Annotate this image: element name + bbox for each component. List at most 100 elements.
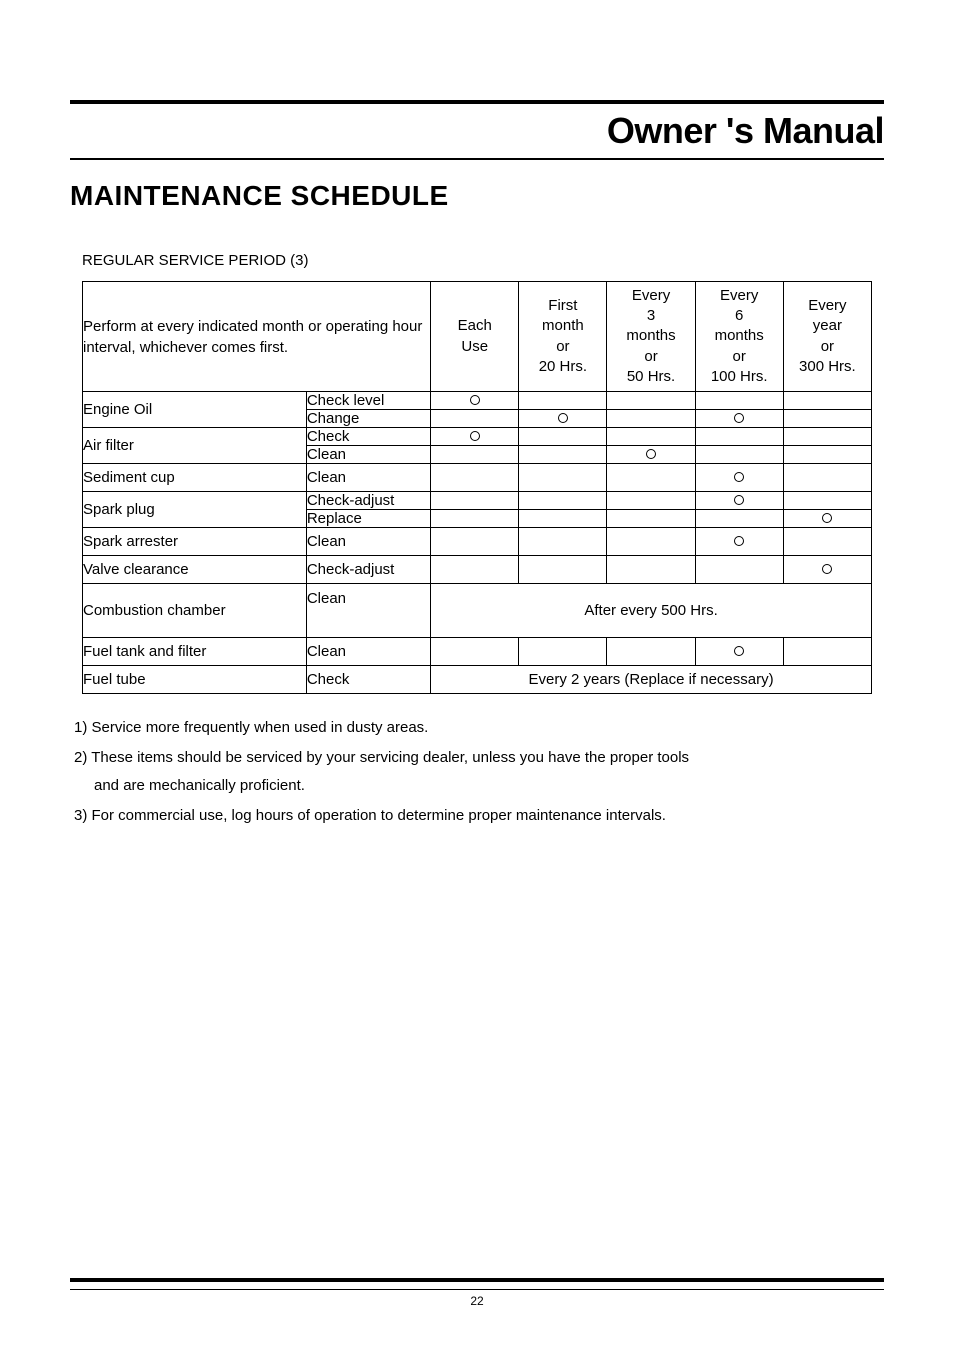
circle-mark bbox=[470, 395, 480, 405]
mark-cell bbox=[783, 528, 871, 556]
note-2b: and are mechanically proficient. bbox=[74, 774, 884, 798]
item-fuel-tube: Fuel tube bbox=[83, 666, 307, 694]
item-fuel-tank-filter: Fuel tank and filter bbox=[83, 638, 307, 666]
mark-cell bbox=[431, 392, 519, 410]
table-row: Spark arrester Clean bbox=[83, 528, 872, 556]
col-first-month: Firstmonthor20 Hrs. bbox=[519, 282, 607, 392]
action-cell: Replace bbox=[306, 510, 430, 528]
mark-cell bbox=[607, 492, 695, 510]
mark-cell bbox=[607, 446, 695, 464]
circle-mark bbox=[734, 495, 744, 505]
mark-cell bbox=[607, 464, 695, 492]
mark-cell bbox=[783, 410, 871, 428]
table-row: Engine Oil Check level bbox=[83, 392, 872, 410]
item-valve-clearance: Valve clearance bbox=[83, 556, 307, 584]
mark-cell bbox=[695, 428, 783, 446]
footer-rule-thick bbox=[70, 1278, 884, 1282]
table-row: Spark plug Check-adjust bbox=[83, 492, 872, 510]
mark-cell bbox=[695, 446, 783, 464]
mark-cell bbox=[783, 510, 871, 528]
manual-title-bar: Owner 's Manual bbox=[70, 100, 884, 160]
mark-cell bbox=[607, 528, 695, 556]
note-1: 1) Service more frequently when used in … bbox=[74, 716, 884, 740]
circle-mark bbox=[822, 513, 832, 523]
table-row: Air filter Check bbox=[83, 428, 872, 446]
mark-cell bbox=[519, 638, 607, 666]
mark-cell bbox=[431, 556, 519, 584]
fuel-tube-note: Every 2 years (Replace if necessary) bbox=[431, 666, 872, 694]
action-cell: Check-adjust bbox=[306, 556, 430, 584]
mark-cell bbox=[431, 410, 519, 428]
notes-block: 1) Service more frequently when used in … bbox=[74, 716, 884, 828]
section-heading: MAINTENANCE SCHEDULE bbox=[70, 180, 884, 212]
mark-cell bbox=[519, 528, 607, 556]
mark-cell bbox=[783, 446, 871, 464]
item-air-filter: Air filter bbox=[83, 428, 307, 464]
mark-cell bbox=[607, 392, 695, 410]
mark-cell bbox=[519, 556, 607, 584]
action-cell: Clean bbox=[306, 464, 430, 492]
action-cell: Clean bbox=[306, 528, 430, 556]
mark-cell bbox=[431, 528, 519, 556]
mark-cell bbox=[695, 410, 783, 428]
mark-cell bbox=[607, 510, 695, 528]
manual-title: Owner 's Manual bbox=[607, 110, 884, 151]
item-sediment-cup: Sediment cup bbox=[83, 464, 307, 492]
mark-cell bbox=[607, 638, 695, 666]
table-row: Valve clearance Check-adjust bbox=[83, 556, 872, 584]
mark-cell bbox=[519, 392, 607, 410]
action-cell: Check bbox=[306, 666, 430, 694]
mark-cell bbox=[519, 492, 607, 510]
mark-cell bbox=[783, 464, 871, 492]
col-every-year: Everyyearor300 Hrs. bbox=[783, 282, 871, 392]
mark-cell bbox=[431, 510, 519, 528]
mark-cell bbox=[783, 556, 871, 584]
circle-mark bbox=[470, 431, 480, 441]
mark-cell bbox=[695, 464, 783, 492]
item-engine-oil: Engine Oil bbox=[83, 392, 307, 428]
mark-cell bbox=[783, 638, 871, 666]
table-row: Fuel tube Check Every 2 years (Replace i… bbox=[83, 666, 872, 694]
mark-cell bbox=[431, 492, 519, 510]
table-row: Fuel tank and filter Clean bbox=[83, 638, 872, 666]
combustion-note: After every 500 Hrs. bbox=[431, 584, 872, 638]
circle-mark bbox=[822, 564, 832, 574]
mark-cell bbox=[431, 428, 519, 446]
mark-cell bbox=[519, 510, 607, 528]
action-cell: Clean bbox=[306, 638, 430, 666]
mark-cell bbox=[431, 638, 519, 666]
mark-cell bbox=[607, 556, 695, 584]
mark-cell bbox=[431, 446, 519, 464]
circle-mark bbox=[734, 646, 744, 656]
mark-cell bbox=[695, 392, 783, 410]
note-2a: 2) These items should be serviced by you… bbox=[74, 746, 884, 770]
action-cell: Check level bbox=[306, 392, 430, 410]
regular-service-label: REGULAR SERVICE PERIOD (3) bbox=[82, 252, 884, 269]
mark-cell bbox=[431, 464, 519, 492]
mark-cell bbox=[519, 428, 607, 446]
mark-cell bbox=[783, 392, 871, 410]
mark-cell bbox=[607, 428, 695, 446]
mark-cell bbox=[783, 492, 871, 510]
mark-cell bbox=[783, 428, 871, 446]
mark-cell bbox=[519, 446, 607, 464]
table-row: Combustion chamber Clean After every 500… bbox=[83, 584, 872, 638]
circle-mark bbox=[558, 413, 568, 423]
item-spark-plug: Spark plug bbox=[83, 492, 307, 528]
table-row: Sediment cup Clean bbox=[83, 464, 872, 492]
mark-cell bbox=[519, 410, 607, 428]
action-cell: Clean bbox=[306, 446, 430, 464]
col-every-6: Every6monthsor100 Hrs. bbox=[695, 282, 783, 392]
item-spark-arrester: Spark arrester bbox=[83, 528, 307, 556]
mark-cell bbox=[695, 510, 783, 528]
circle-mark bbox=[734, 472, 744, 482]
col-each-use: EachUse bbox=[431, 282, 519, 392]
circle-mark bbox=[646, 449, 656, 459]
footer-rule-thin bbox=[70, 1289, 884, 1290]
circle-mark bbox=[734, 413, 744, 423]
action-cell: Clean bbox=[306, 584, 430, 638]
mark-cell bbox=[695, 638, 783, 666]
col-every-3: Every3monthsor50 Hrs. bbox=[607, 282, 695, 392]
table-header-desc: Perform at every indicated month or oper… bbox=[83, 282, 431, 392]
note-3: 3) For commercial use, log hours of oper… bbox=[74, 804, 884, 828]
